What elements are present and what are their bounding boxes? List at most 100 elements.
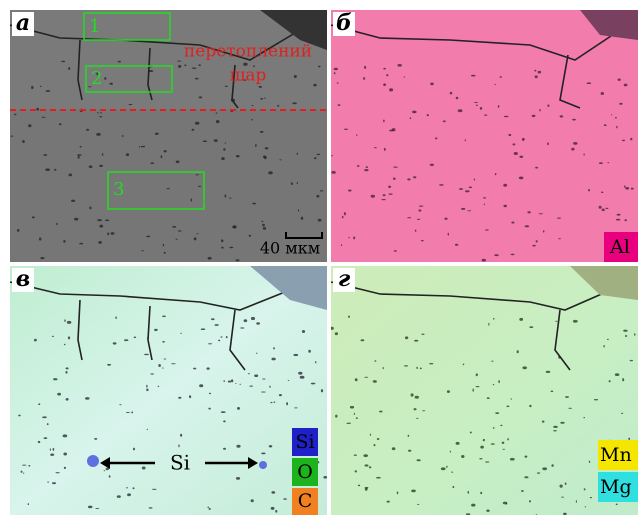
speck: [529, 326, 533, 328]
speck: [98, 241, 102, 244]
speck: [615, 117, 617, 118]
speck: [261, 221, 263, 222]
speck: [447, 390, 450, 393]
speck: [251, 119, 253, 120]
element-label: Mg: [600, 476, 632, 498]
element-label: O: [297, 461, 313, 483]
speck: [220, 336, 222, 337]
speck: [561, 497, 564, 498]
speck: [39, 237, 41, 240]
speck: [316, 195, 319, 198]
speck: [599, 162, 603, 164]
speck: [553, 426, 558, 428]
speck: [448, 233, 449, 236]
speck: [546, 371, 551, 373]
speck: [495, 173, 497, 175]
speck: [471, 75, 476, 77]
speck: [458, 109, 463, 112]
speck: [348, 237, 349, 239]
speck: [85, 397, 90, 400]
element-label: C: [298, 490, 313, 512]
speck: [89, 207, 91, 210]
speck: [350, 406, 354, 409]
speck: [487, 397, 490, 399]
speck: [630, 138, 632, 141]
speck: [233, 225, 237, 228]
speck: [455, 244, 458, 246]
speck: [498, 105, 500, 108]
speck: [301, 217, 303, 220]
speck: [430, 83, 434, 86]
speck: [491, 361, 493, 362]
speck: [225, 195, 227, 198]
speck: [107, 233, 109, 236]
speck: [500, 425, 502, 426]
speck: [65, 371, 67, 374]
speck: [178, 444, 179, 447]
speck: [539, 213, 543, 214]
speck: [334, 72, 336, 74]
speck: [164, 150, 167, 152]
speck: [89, 165, 93, 168]
speck: [622, 140, 625, 142]
speck: [189, 395, 191, 398]
speck: [110, 83, 113, 85]
speck: [386, 74, 388, 76]
speck: [86, 129, 89, 131]
speck: [383, 367, 384, 369]
speck: [260, 131, 264, 133]
speck: [162, 341, 165, 343]
speck: [354, 413, 355, 415]
speck: [383, 83, 386, 86]
speck: [493, 427, 495, 429]
speck: [527, 211, 530, 213]
speck: [415, 396, 419, 399]
speck: [427, 114, 429, 116]
speck: [384, 148, 386, 151]
speck: [261, 392, 266, 393]
speck: [335, 332, 338, 335]
speck: [532, 115, 536, 117]
speck: [536, 240, 538, 242]
speck: [356, 134, 357, 135]
speck: [259, 86, 262, 88]
speck: [480, 492, 482, 494]
speck: [225, 86, 228, 87]
speck: [519, 318, 523, 321]
speck: [624, 185, 625, 188]
speck: [237, 407, 240, 410]
speck: [99, 225, 103, 228]
speck: [97, 112, 99, 113]
speck: [249, 386, 253, 387]
speck: [573, 320, 578, 323]
speck: [223, 148, 225, 151]
speck: [231, 379, 233, 382]
speck: [443, 120, 446, 122]
speck: [555, 321, 558, 322]
speck: [356, 417, 358, 419]
speck: [421, 334, 424, 335]
speck: [525, 456, 528, 458]
speck: [308, 350, 311, 353]
speck: [514, 152, 518, 155]
speck: [348, 316, 350, 318]
speck: [388, 186, 391, 188]
page: {"panels": [ {"label": "а", "regions": […: [0, 0, 638, 515]
speck: [503, 184, 507, 187]
speck: [172, 226, 176, 228]
speck: [483, 439, 485, 441]
speck: [361, 339, 365, 341]
speck: [389, 193, 393, 194]
speck: [57, 393, 61, 396]
speck: [63, 453, 67, 456]
speck: [373, 380, 377, 383]
speck: [221, 247, 224, 249]
speck: [539, 109, 540, 112]
speck: [486, 510, 489, 512]
speck: [164, 252, 166, 254]
speck: [199, 64, 201, 66]
speck: [293, 354, 298, 356]
speck: [394, 250, 397, 251]
speck: [551, 391, 554, 393]
speck: [275, 510, 277, 513]
